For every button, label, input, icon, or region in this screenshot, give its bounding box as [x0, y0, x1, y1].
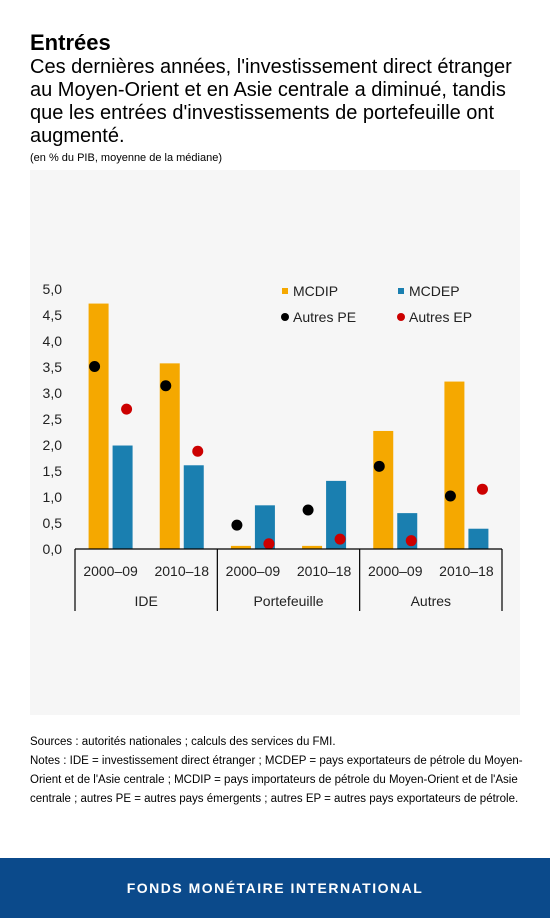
- bar-chart: 0,0 0,5 1,0 1,5 2,0 2,5 3,0 3,5 4,0 4,5 5,0 2000–09…: [43, 281, 503, 611]
- x-tick-label: 2000–09: [368, 563, 423, 579]
- y-tick-label: 2,0: [43, 437, 63, 453]
- chart-area: [30, 170, 520, 715]
- dot-autres-pe: [373, 460, 385, 472]
- dot-autres-ep: [263, 538, 275, 550]
- legend-swatch: [281, 313, 289, 321]
- y-tick-label: 1,5: [43, 463, 63, 479]
- dot-autres-pe: [302, 504, 314, 516]
- bar-mcdep: [112, 445, 133, 549]
- bar-mcdip: [302, 545, 323, 549]
- bar-mcdip: [159, 363, 180, 549]
- dot-autres-ep: [192, 445, 204, 457]
- legend-label: Autres EP: [409, 309, 472, 325]
- dot-autres-ep: [334, 533, 346, 545]
- y-tick-label: 4,0: [43, 333, 63, 349]
- chart-unit: (en % du PIB, moyenne de la médiane): [30, 152, 223, 164]
- footer-label: FONDS MONÉTAIRE INTERNATIONAL: [126, 880, 424, 896]
- legend-label: MCDIP: [293, 283, 338, 299]
- y-tick-label: 2,5: [43, 411, 63, 427]
- group-label: IDE: [134, 593, 157, 609]
- legend-swatch: [398, 288, 404, 294]
- x-tick-label: 2000–09: [83, 563, 138, 579]
- dot-autres-pe: [160, 380, 172, 392]
- dot-autres-ep: [476, 483, 488, 495]
- sources-text: Sources : autorités nationales ; calculs…: [30, 736, 336, 748]
- y-tick-label: 3,5: [43, 359, 63, 375]
- y-tick-label: 0,5: [43, 515, 63, 531]
- dot-autres-pe: [231, 519, 243, 531]
- legend-label: Autres PE: [293, 309, 356, 325]
- bar-mcdip: [88, 303, 109, 549]
- footer-bar: FONDS MONÉTAIRE INTERNATIONAL: [0, 858, 550, 918]
- y-tick-label: 0,0: [43, 541, 63, 557]
- legend-swatch: [282, 288, 288, 294]
- y-tick-label: 1,0: [43, 489, 63, 505]
- dot-autres-pe: [444, 490, 456, 502]
- bar-mcdep: [326, 480, 347, 549]
- y-tick-label: 5,0: [43, 281, 63, 297]
- group-label: Autres: [411, 593, 451, 609]
- x-tick-label: 2010–18: [439, 563, 494, 579]
- bar-mcdep: [254, 505, 275, 549]
- legend-swatch: [397, 313, 405, 321]
- x-tick-label: 2010–18: [297, 563, 352, 579]
- group-label: Portefeuille: [253, 593, 323, 609]
- bar-mcdip: [444, 381, 465, 549]
- x-tick-label: 2000–09: [226, 563, 281, 579]
- bar-mcdep: [183, 465, 204, 549]
- chart-title: Entrées: [30, 30, 111, 55]
- legend-label: MCDEP: [409, 283, 460, 299]
- dot-autres-ep: [405, 535, 417, 547]
- x-tick-label: 2010–18: [154, 563, 209, 579]
- chart-header: Entrées Ces dernières années, l'investis…: [30, 30, 530, 164]
- y-tick-label: 4,5: [43, 307, 63, 323]
- dot-autres-ep: [121, 403, 133, 415]
- bar-mcdep: [468, 528, 489, 549]
- chart-notes: Sources : autorités nationales ; calculs…: [30, 733, 525, 809]
- notes-text: Notes : IDE = investissement direct étra…: [30, 755, 523, 805]
- chart-subtitle: Ces dernières années, l'investissement d…: [30, 56, 512, 147]
- bar-mcdip: [373, 430, 394, 549]
- y-tick-label: 3,0: [43, 385, 63, 401]
- bar-mcdip: [230, 545, 251, 549]
- dot-autres-pe: [89, 360, 101, 372]
